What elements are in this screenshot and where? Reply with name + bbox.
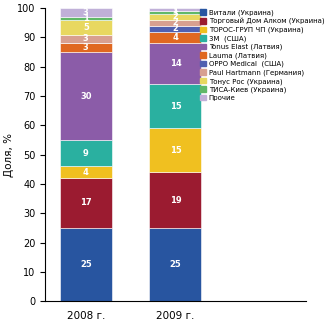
Bar: [60, 228, 112, 301]
Text: 3: 3: [83, 43, 89, 52]
Text: 15: 15: [169, 102, 181, 111]
Text: 3: 3: [83, 34, 89, 44]
Y-axis label: Доля, %: Доля, %: [4, 133, 14, 177]
Bar: [149, 43, 202, 84]
Bar: [60, 178, 112, 228]
Text: 2: 2: [172, 18, 178, 27]
Bar: [149, 14, 202, 20]
Text: 9: 9: [83, 149, 89, 158]
Text: 15: 15: [169, 146, 181, 155]
Bar: [60, 17, 112, 20]
Text: 14: 14: [169, 59, 181, 68]
Bar: [149, 8, 202, 11]
Text: 1: 1: [172, 8, 178, 17]
Text: 25: 25: [80, 260, 92, 269]
Text: 1: 1: [172, 5, 178, 14]
Bar: [149, 20, 202, 26]
Text: 2: 2: [172, 24, 178, 33]
Text: 25: 25: [169, 260, 181, 269]
Text: 5: 5: [83, 23, 89, 32]
Text: 1: 1: [83, 14, 89, 23]
Bar: [60, 8, 112, 17]
Bar: [149, 172, 202, 228]
Bar: [60, 20, 112, 34]
Bar: [149, 26, 202, 32]
Text: 19: 19: [169, 196, 181, 204]
Bar: [149, 32, 202, 43]
Bar: [60, 166, 112, 178]
Bar: [149, 11, 202, 14]
Bar: [149, 128, 202, 172]
Bar: [149, 84, 202, 128]
Bar: [60, 34, 112, 43]
Text: 4: 4: [172, 33, 178, 42]
Text: 17: 17: [80, 199, 92, 207]
Bar: [60, 140, 112, 166]
Text: 30: 30: [80, 92, 92, 100]
Text: 3: 3: [83, 8, 89, 17]
Text: 2: 2: [172, 12, 178, 21]
Text: 4: 4: [83, 168, 89, 177]
Bar: [149, 228, 202, 301]
Bar: [60, 52, 112, 140]
Bar: [60, 43, 112, 52]
Legend: Витали (Украина), Торговый Дом Алком (Украина), ТОРОС-ГРУП ЧП (Украина), 3М  (СШ: Витали (Украина), Торговый Дом Алком (Ук…: [200, 9, 325, 102]
